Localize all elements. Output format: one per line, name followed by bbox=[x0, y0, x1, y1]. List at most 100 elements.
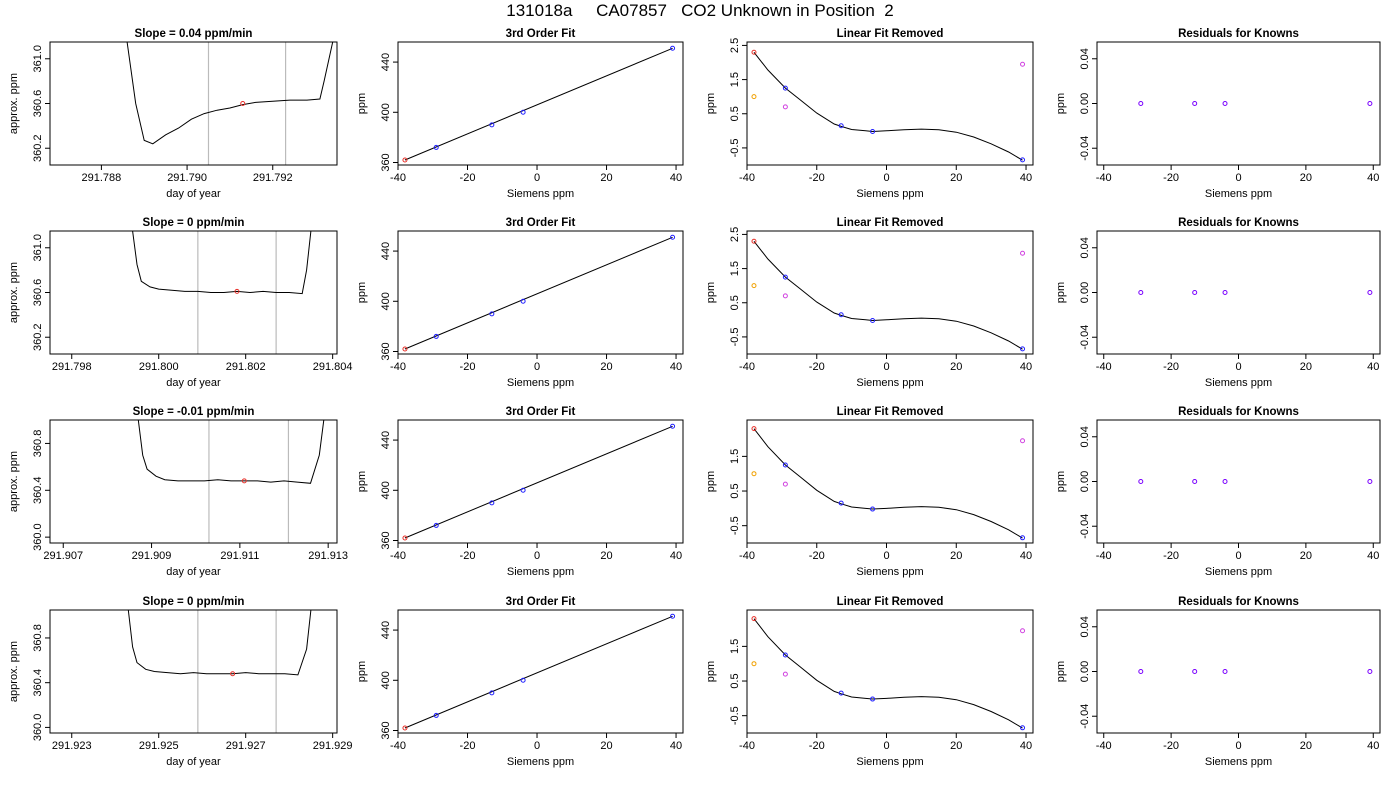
y-tick-label: 360 bbox=[380, 721, 392, 739]
x-tick-label: 20 bbox=[600, 740, 612, 752]
x-tick-label: 40 bbox=[1020, 172, 1032, 184]
y-tick-label: -0.04 bbox=[1079, 704, 1091, 729]
data-point bbox=[1020, 535, 1026, 541]
data-point bbox=[1192, 101, 1198, 106]
y-tick-label: -0.04 bbox=[1079, 325, 1091, 350]
mean-marker bbox=[230, 671, 236, 677]
x-tick-label: 291.911 bbox=[220, 550, 259, 562]
data-point bbox=[782, 274, 788, 280]
data-point bbox=[1192, 290, 1198, 295]
plot-frame bbox=[746, 609, 1034, 734]
x-tick-label: -40 bbox=[390, 361, 406, 373]
y-axis-label: ppm bbox=[356, 661, 368, 682]
plot-frame bbox=[49, 41, 338, 166]
y-axis-label: ppm bbox=[705, 93, 717, 114]
x-tick-label: 291.929 bbox=[313, 740, 353, 752]
data-point bbox=[670, 234, 676, 240]
x-tick-label: 40 bbox=[1020, 361, 1032, 373]
data-point bbox=[870, 129, 876, 135]
x-tick-label: 0 bbox=[534, 172, 540, 184]
y-tick-label: -0.04 bbox=[1079, 136, 1091, 161]
y-tick-label: 360.0 bbox=[32, 523, 44, 551]
data-point bbox=[520, 109, 526, 115]
x-tick-label: 0 bbox=[883, 361, 889, 373]
data-point bbox=[670, 613, 676, 619]
y-axis-label: approx. ppm bbox=[8, 73, 20, 134]
x-tick-label: 20 bbox=[1300, 172, 1312, 184]
panel-title: 3rd Order Fit bbox=[506, 28, 576, 40]
y-axis-label: approx. ppm bbox=[8, 641, 20, 702]
x-axis-label: day of year bbox=[166, 377, 221, 389]
data-point bbox=[1222, 479, 1228, 484]
x-tick-label: 0 bbox=[1235, 740, 1241, 752]
panel-title: Linear Fit Removed bbox=[837, 28, 944, 40]
x-tick-label: 0 bbox=[883, 172, 889, 184]
y-tick-label: 2.5 bbox=[729, 227, 741, 242]
plot-frame bbox=[397, 41, 684, 166]
data-point bbox=[782, 652, 788, 658]
data-point bbox=[870, 506, 876, 512]
data-point bbox=[1020, 438, 1026, 444]
x-tick-label: -20 bbox=[809, 740, 825, 752]
y-tick-label: 360.2 bbox=[32, 323, 44, 351]
y-axis-label: ppm bbox=[705, 661, 717, 682]
plot-frame bbox=[49, 609, 338, 734]
y-tick-label: 361.0 bbox=[32, 234, 44, 262]
x-tick-label: 291.804 bbox=[313, 361, 353, 373]
y-tick-label: 440 bbox=[380, 53, 392, 71]
data-point bbox=[751, 616, 757, 622]
data-point bbox=[838, 123, 844, 129]
data-point bbox=[1138, 290, 1144, 295]
x-tick-label: 40 bbox=[670, 172, 682, 184]
data-point bbox=[402, 157, 408, 163]
mean-marker bbox=[241, 478, 247, 484]
x-tick-label: 40 bbox=[670, 550, 682, 562]
x-tick-label: -40 bbox=[1096, 172, 1112, 184]
data-point bbox=[489, 122, 495, 128]
plot-frame bbox=[1096, 41, 1381, 166]
x-tick-label: -20 bbox=[460, 172, 476, 184]
x-tick-label: 40 bbox=[1020, 740, 1032, 752]
x-tick-label: -20 bbox=[1163, 550, 1179, 562]
data-point bbox=[838, 500, 844, 506]
x-tick-label: 291.913 bbox=[308, 550, 348, 562]
y-tick-label: 0.5 bbox=[729, 673, 741, 688]
y-tick-label: 1.5 bbox=[729, 261, 741, 276]
x-axis-label: Siemens ppm bbox=[856, 188, 923, 200]
x-axis-label: Siemens ppm bbox=[507, 566, 574, 578]
x-tick-label: -40 bbox=[1096, 361, 1112, 373]
panel-title: Slope = 0 ppm/min bbox=[143, 596, 245, 608]
panel-title: Residuals for Knowns bbox=[1178, 406, 1299, 418]
x-tick-label: 40 bbox=[1367, 361, 1379, 373]
data-point bbox=[433, 144, 439, 150]
panel-title: 3rd Order Fit bbox=[506, 217, 576, 229]
fit-line bbox=[404, 425, 673, 539]
panel-title: Slope = 0.04 ppm/min bbox=[135, 28, 253, 40]
x-tick-label: -40 bbox=[390, 740, 406, 752]
x-tick-label: 0 bbox=[1235, 361, 1241, 373]
x-tick-label: 291.788 bbox=[82, 172, 122, 184]
panel-title: Residuals for Knowns bbox=[1178, 217, 1299, 229]
y-tick-label: 360.6 bbox=[32, 90, 44, 118]
x-tick-label: -20 bbox=[460, 740, 476, 752]
panel-title: 3rd Order Fit bbox=[506, 596, 576, 608]
data-point bbox=[1020, 346, 1026, 352]
plot-frame bbox=[746, 230, 1034, 355]
x-tick-label: 20 bbox=[950, 740, 962, 752]
x-tick-label: -20 bbox=[460, 550, 476, 562]
y-axis-label: ppm bbox=[356, 471, 368, 492]
plot-frame bbox=[746, 41, 1034, 166]
x-tick-label: -20 bbox=[809, 550, 825, 562]
data-point bbox=[751, 94, 757, 100]
y-tick-label: 400 bbox=[380, 292, 392, 310]
data-point bbox=[751, 661, 757, 667]
x-tick-label: 291.790 bbox=[167, 172, 207, 184]
y-axis-label: ppm bbox=[356, 93, 368, 114]
data-point bbox=[402, 535, 408, 541]
y-axis-label: approx. ppm bbox=[8, 262, 20, 323]
y-axis-label: ppm bbox=[705, 471, 717, 492]
x-axis-label: Siemens ppm bbox=[1205, 377, 1272, 389]
x-tick-label: 40 bbox=[670, 361, 682, 373]
x-tick-label: 0 bbox=[534, 740, 540, 752]
plot-frame bbox=[49, 419, 338, 544]
